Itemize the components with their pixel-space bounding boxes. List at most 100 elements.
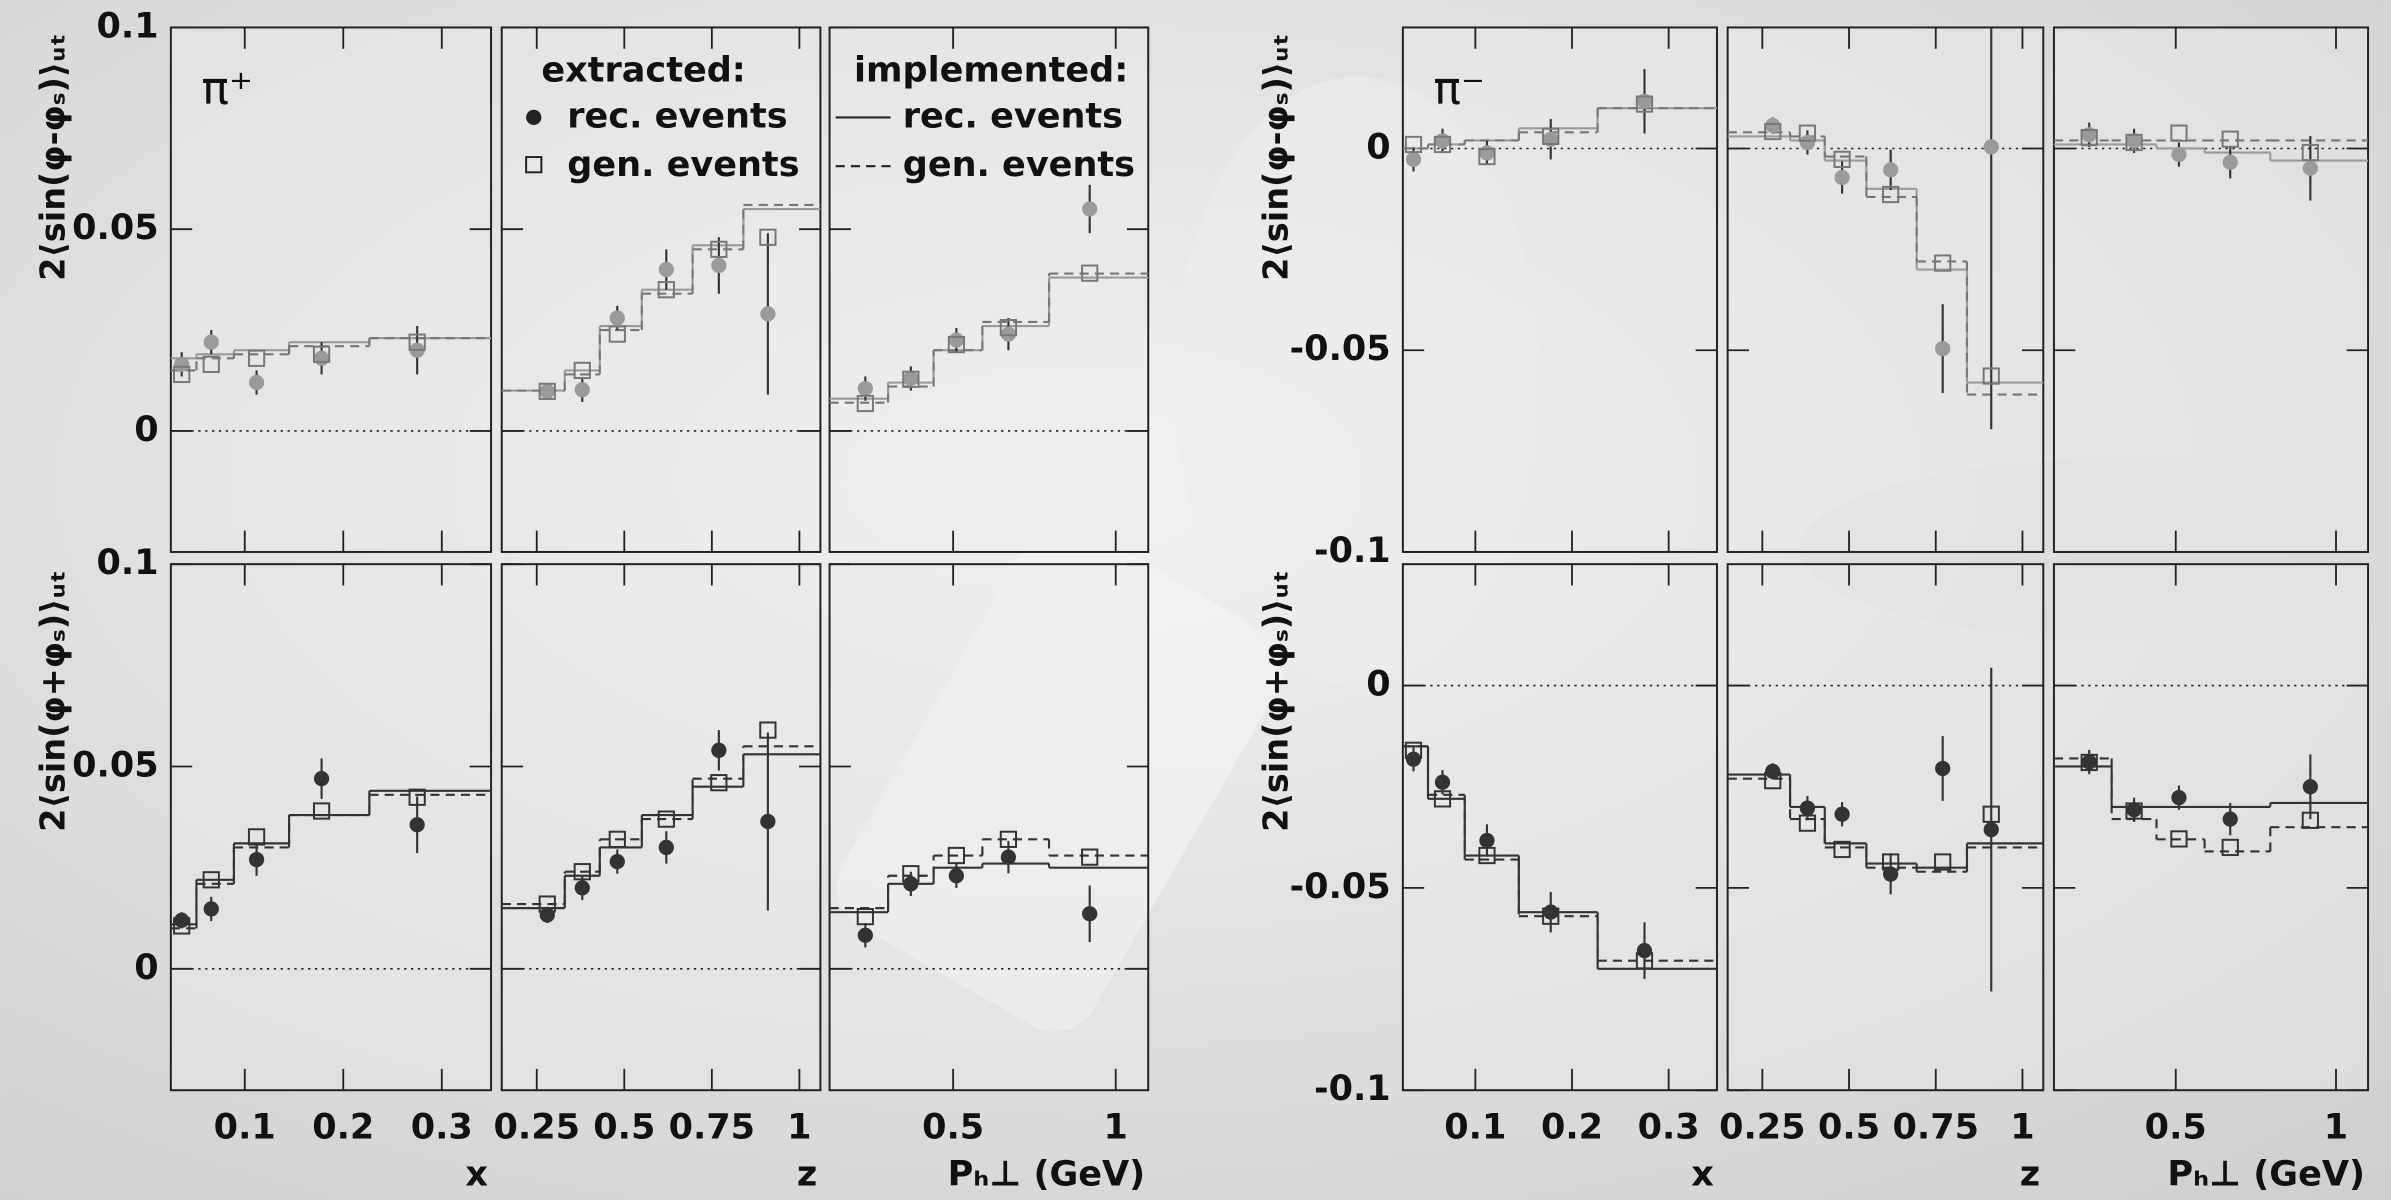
point-rec	[2126, 133, 2142, 149]
point-gen	[247, 349, 266, 367]
point-gen	[1882, 853, 1900, 871]
point-gen	[173, 917, 191, 935]
point-rec	[857, 927, 873, 943]
point-gen	[2125, 133, 2143, 152]
point-gen	[2301, 811, 2319, 829]
point-gen	[856, 394, 874, 413]
point-rec	[1434, 774, 1451, 790]
point-rec	[711, 742, 727, 758]
background-shape	[836, 523, 1283, 1032]
point-gen	[1081, 264, 1099, 282]
x-tick-label: 0.25	[1719, 1106, 1805, 1147]
point-rec	[539, 907, 555, 923]
point-gen	[1542, 127, 1560, 146]
legend-marker	[526, 109, 542, 126]
point-rec	[1983, 821, 1999, 838]
point-rec	[2171, 790, 2187, 806]
panel-frame	[1401, 26, 1718, 553]
point-gen	[2221, 838, 2239, 857]
x-tick-label: 0.3	[1638, 1106, 1700, 1147]
point-rec	[1000, 849, 1017, 865]
x-tick-label: 0.5	[922, 1106, 984, 1147]
point-gen	[1934, 254, 1952, 272]
point-gen	[1982, 367, 2000, 385]
y-tick-label: 0	[134, 409, 158, 450]
point-gen	[2080, 753, 2098, 772]
point-gen	[902, 370, 920, 388]
point-gen	[1081, 848, 1099, 866]
point-rec	[248, 374, 265, 391]
point-rec	[174, 356, 190, 372]
point-gen	[1433, 790, 1452, 808]
point-rec	[2126, 802, 2142, 818]
point-rec	[313, 771, 330, 787]
point-gen	[2170, 124, 2188, 142]
point-gen	[1635, 95, 1654, 113]
point-rec	[2302, 779, 2318, 795]
point-rec	[1543, 904, 1559, 920]
x-tick-label: 0.3	[411, 1106, 473, 1147]
point-gen	[573, 361, 591, 380]
point-gen	[1798, 124, 1817, 142]
point-gen	[312, 802, 331, 820]
point-rec	[174, 912, 190, 928]
point-gen	[1404, 741, 1423, 759]
point-gen	[573, 863, 591, 881]
point-rec	[539, 383, 555, 400]
point-rec	[1834, 806, 1850, 822]
point-rec	[2171, 146, 2187, 163]
point-rec	[2222, 154, 2238, 170]
point-rec	[2081, 754, 2097, 770]
x-axis-label: x	[465, 1154, 488, 1195]
legend-entry: rec. events	[903, 95, 1123, 136]
x-axis-label: Pₕ⊥ (GeV)	[2167, 1154, 2365, 1195]
point-rec	[609, 853, 625, 870]
panel-frame	[169, 563, 493, 1092]
y-tick-label: 0.1	[97, 5, 159, 46]
y-tick-label: 0.05	[72, 744, 158, 785]
point-gen	[856, 908, 874, 926]
point-gen	[710, 774, 728, 792]
legend-marker	[525, 156, 543, 174]
point-rec	[609, 310, 625, 326]
point-gen	[1635, 952, 1654, 970]
point-gen	[1542, 907, 1560, 925]
x-tick-label: 0.25	[494, 1106, 580, 1147]
point-rec	[2222, 811, 2238, 827]
point-rec	[574, 382, 590, 398]
point-gen	[1833, 150, 1851, 168]
point-rec	[1765, 117, 1781, 134]
y-tick-label: 0	[134, 947, 158, 988]
x-tick-label: 0.75	[1893, 1106, 1979, 1147]
point-gen	[1404, 135, 1423, 154]
legend-entry: gen. events	[567, 144, 799, 185]
point-gen	[999, 830, 1018, 848]
legend-entry: rec. events	[567, 95, 787, 136]
point-rec	[313, 350, 330, 366]
point-rec	[1834, 169, 1850, 186]
point-gen	[202, 871, 220, 889]
point-gen	[202, 355, 220, 373]
legend-title: extracted:	[541, 50, 745, 91]
point-rec	[1405, 151, 1422, 168]
point-rec	[1082, 201, 1098, 217]
panel-frame	[828, 563, 1150, 1092]
panel-frame	[169, 26, 493, 553]
point-gen	[1882, 185, 1900, 204]
point-gen	[1833, 840, 1851, 859]
y-tick-label: -0.05	[1290, 866, 1391, 907]
point-rec	[248, 851, 265, 868]
point-gen	[538, 382, 556, 400]
point-gen	[247, 828, 266, 846]
point-gen	[947, 335, 965, 354]
point-gen	[2301, 143, 2319, 162]
point-rec	[903, 876, 919, 892]
point-gen	[608, 325, 626, 343]
x-axis-label: z	[2020, 1154, 2040, 1195]
y-tick-label: 0.05	[72, 207, 158, 248]
point-gen	[1934, 853, 1952, 871]
panel-label: π⁺	[201, 62, 253, 115]
background-shape	[1174, 76, 1541, 687]
